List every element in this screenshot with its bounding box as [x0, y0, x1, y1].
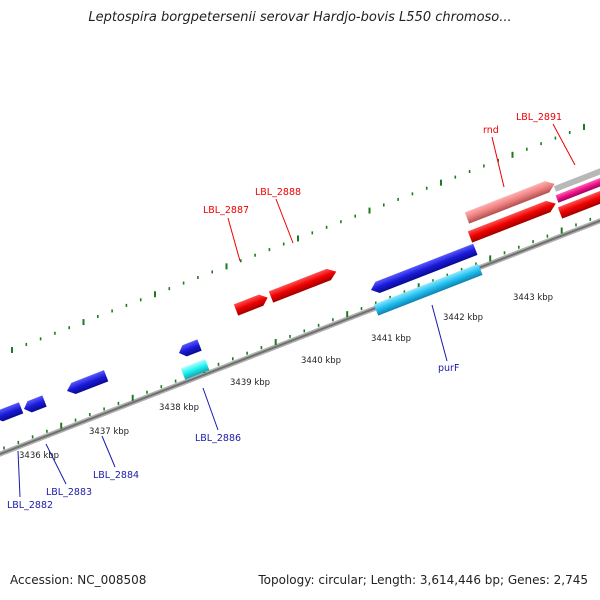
gene-labels: rnd LBL_2891 LBL_2888 LBL_2887 purF LBL_…: [7, 112, 562, 511]
scale-label-3441: 3441 kbp: [371, 334, 411, 344]
scale-labels: 3436 kbp 3437 kbp 3438 kbp 3439 kbp 3440…: [19, 293, 553, 461]
gene-lbl-2888[interactable]: [268, 266, 339, 303]
gene-grey-edge: [553, 164, 600, 192]
gene-label-lbl-2887: LBL_2887: [203, 205, 249, 216]
scale-label-3442: 3442 kbp: [443, 313, 483, 323]
genome-summary: Topology: circular; Length: 3,614,446 bp…: [258, 573, 588, 587]
gene-label-purf: purF: [438, 363, 459, 374]
gene-lbl-2891-outer-2[interactable]: [557, 185, 600, 219]
gene-lbl-2886[interactable]: [180, 358, 210, 380]
gene-label-lbl-2886: LBL_2886: [195, 433, 241, 444]
gene-purf[interactable]: [373, 263, 483, 316]
gene-label-lbl-2891: LBL_2891: [516, 112, 562, 123]
gene-lbl-2882[interactable]: [0, 402, 24, 423]
scale-label-3438: 3438 kbp: [159, 403, 199, 413]
label-leader-lines: [17, 123, 576, 498]
gene-label-lbl-2882: LBL_2882: [7, 500, 53, 511]
scale-label-3443: 3443 kbp: [513, 293, 553, 303]
gene-lbl-2887[interactable]: [233, 292, 270, 316]
scale-label-3439: 3439 kbp: [230, 378, 270, 388]
scale-label-3436: 3436 kbp: [19, 451, 59, 461]
gene-label-lbl-2883: LBL_2883: [46, 487, 92, 498]
scale-tick-marks: [3, 217, 592, 450]
reverse-strand-genes: [0, 243, 483, 423]
genome-backbone: [0, 218, 600, 457]
gene-purf-blue[interactable]: [369, 243, 478, 296]
gene-label-lbl-2884: LBL_2884: [93, 470, 139, 481]
scale-label-3440: 3440 kbp: [301, 356, 341, 366]
gene-blue-small[interactable]: [177, 339, 202, 358]
map-title: Leptospira borgpetersenii serovar Hardjo…: [88, 10, 512, 25]
gene-lbl-2891-outer[interactable]: [467, 198, 558, 243]
gene-lbl-2883[interactable]: [22, 395, 47, 414]
gene-rnd[interactable]: [464, 178, 557, 224]
gene-label-rnd: rnd: [483, 125, 499, 136]
gene-label-lbl-2888: LBL_2888: [255, 187, 301, 198]
accession-label: Accession: NC_008508: [10, 573, 147, 587]
outer-tick-marks: [11, 123, 585, 353]
gene-lbl-2884[interactable]: [65, 370, 109, 396]
scale-label-3437: 3437 kbp: [89, 427, 129, 437]
